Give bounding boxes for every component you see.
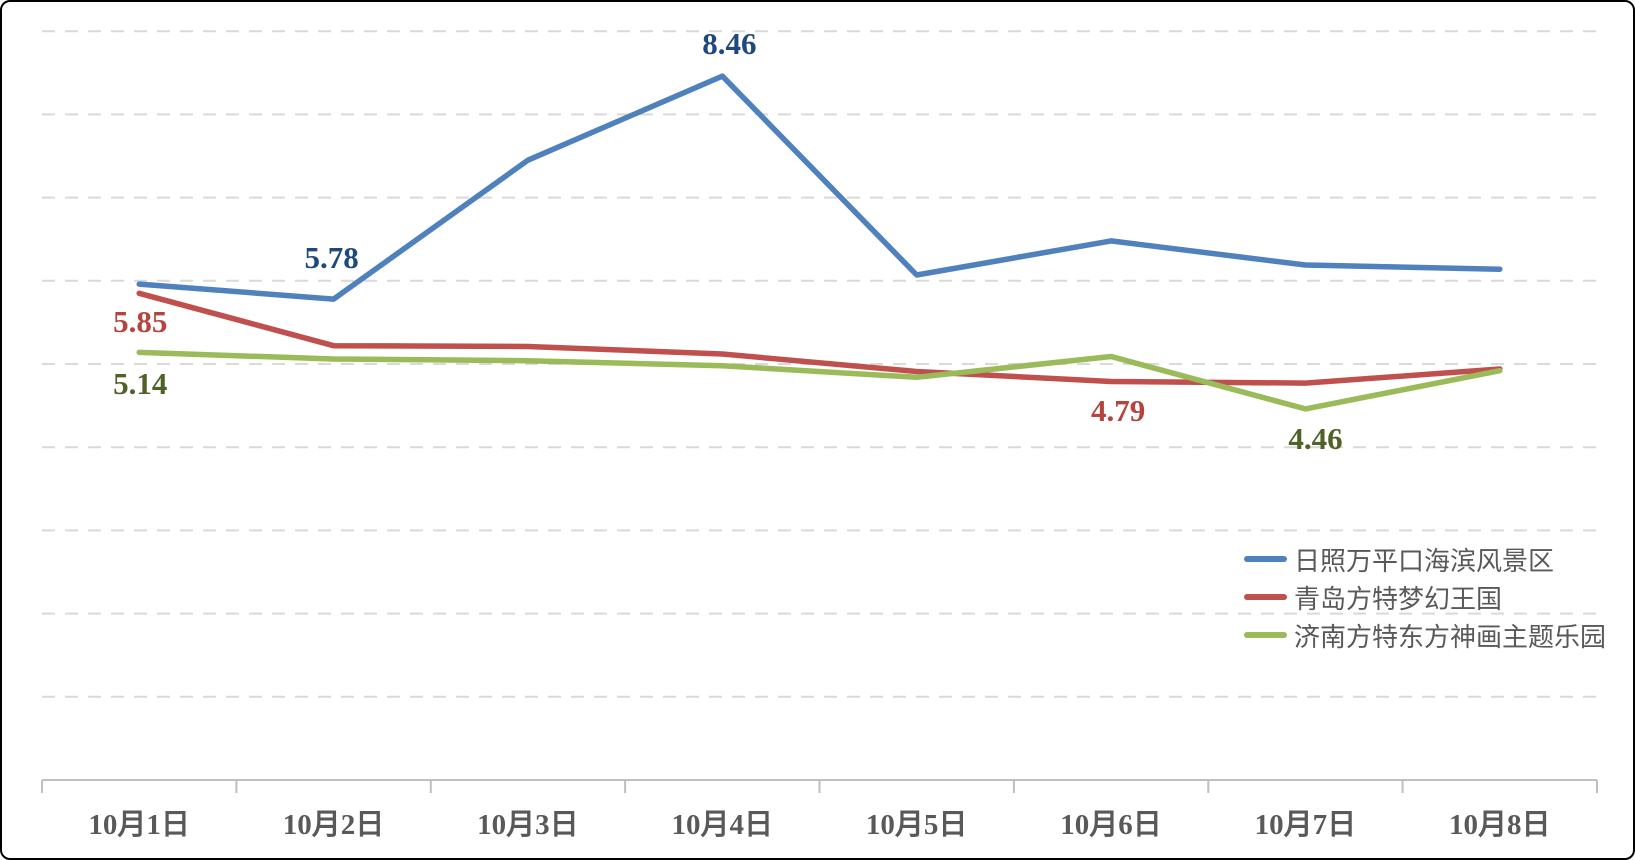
legend-item-0: 日照万平口海滨风景区 bbox=[1244, 540, 1606, 578]
data-label: 4.79 bbox=[1090, 393, 1146, 429]
x-axis-label: 10月2日 bbox=[282, 809, 385, 841]
legend-marker-line bbox=[1244, 632, 1287, 638]
legend-item-label: 青岛方特梦幻王国 bbox=[1294, 584, 1503, 614]
data-label: 5.14 bbox=[113, 366, 168, 402]
legend-marker-line bbox=[1244, 556, 1287, 562]
series-line-0 bbox=[136, 73, 1503, 302]
data-label: 5.85 bbox=[113, 304, 168, 340]
legend-item-label: 济南方特东方神画主题乐园 bbox=[1294, 622, 1607, 652]
data-label: 4.46 bbox=[1288, 420, 1343, 456]
legend: 日照万平口海滨风景区 青岛方特梦幻王国济南方特东方神画主题乐园 bbox=[1244, 540, 1606, 654]
legend-item-1: 青岛方特梦幻王国 bbox=[1244, 578, 1606, 616]
series-line-1 bbox=[136, 290, 1503, 386]
legend-marker-line bbox=[1244, 594, 1287, 600]
x-axis-label: 10月8日 bbox=[1449, 809, 1551, 841]
legend-item-2: 济南方特东方神画主题乐园 bbox=[1244, 616, 1606, 654]
data-label: 8.46 bbox=[702, 26, 757, 62]
x-axis-label: 10月4日 bbox=[671, 809, 774, 841]
x-axis-label: 10月5日 bbox=[865, 809, 968, 841]
series-line-2 bbox=[136, 349, 1503, 412]
legend-item-label: 日照万平口海滨风景区 bbox=[1294, 546, 1555, 576]
x-axis-label: 10月6日 bbox=[1060, 809, 1162, 841]
x-axis-label: 10月1日 bbox=[88, 809, 190, 841]
x-axis-label: 10月7日 bbox=[1254, 809, 1357, 841]
data-label: 5.78 bbox=[304, 240, 359, 276]
x-axis-label: 10月3日 bbox=[477, 809, 579, 841]
